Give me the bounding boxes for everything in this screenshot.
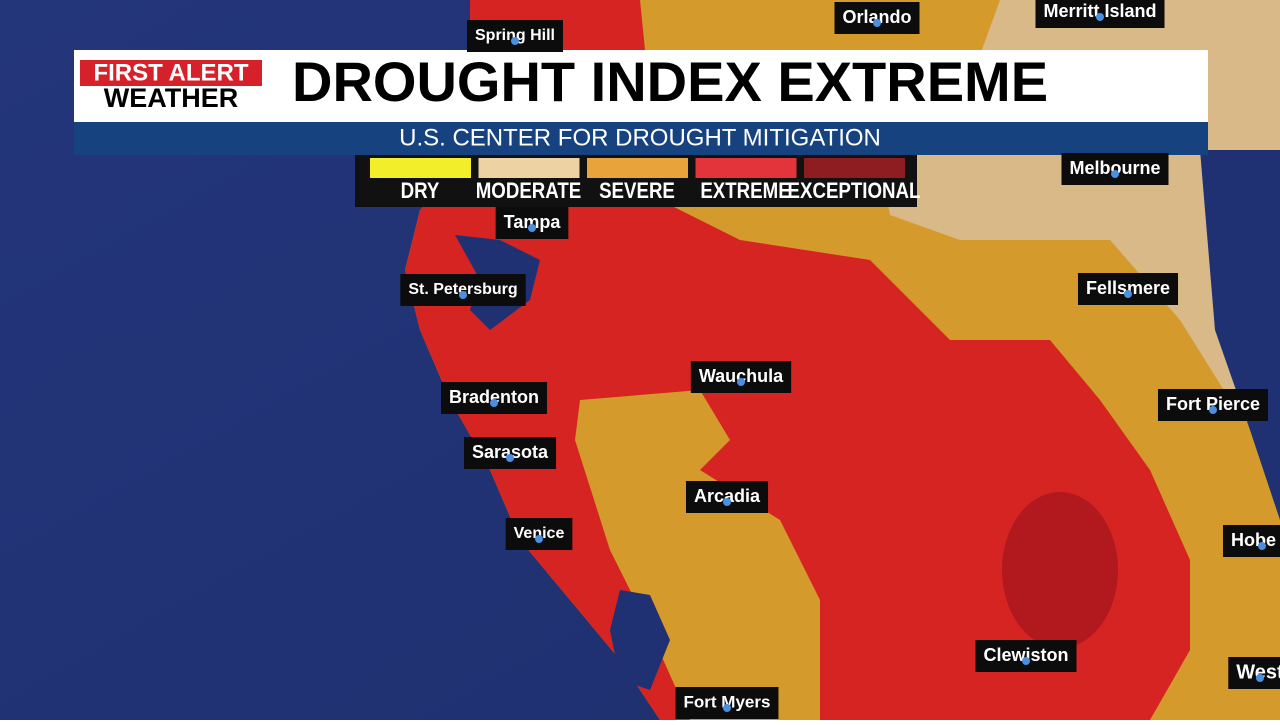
subtitle: U.S. CENTER FOR DROUGHT MITIGATION [399, 124, 881, 151]
legend-label: MODERATE [476, 179, 582, 203]
city-dot [506, 454, 514, 462]
city-label: West [1236, 661, 1280, 683]
legend-swatch [478, 158, 580, 178]
city-dot [511, 37, 519, 45]
city-label-bg [463, 437, 557, 469]
legend-swatch [695, 158, 797, 178]
city-label: Wauchula [699, 366, 784, 386]
city-label: Tampa [504, 212, 562, 232]
city: Fort Pierce [1157, 389, 1269, 421]
city: Tampa [495, 207, 569, 239]
legend-swatch [804, 158, 905, 178]
legend-label: SEVERE [599, 179, 675, 203]
city: Venice [505, 518, 573, 550]
city-label-bg [505, 518, 573, 550]
city-label-bg [467, 20, 563, 52]
logo-line2: WEATHER [104, 83, 239, 113]
city-label-bg [1061, 153, 1169, 185]
city: Merritt Island [1035, 0, 1165, 28]
city-label-bg [685, 481, 769, 513]
city-dot [459, 291, 467, 299]
city-label: Melbourne [1069, 158, 1160, 178]
city-dot [490, 399, 498, 407]
city-dot [737, 378, 745, 386]
city-dot [1209, 406, 1217, 414]
subtitle-bar [74, 122, 1208, 155]
city: Fellsmere [1077, 273, 1179, 305]
city-label: Clewiston [983, 645, 1068, 665]
city-label-bg [1228, 657, 1280, 689]
city: Fort Myers [675, 687, 779, 719]
city-label: Fort Myers [684, 692, 771, 711]
city: Wauchula [690, 361, 792, 393]
city-label: Orlando [842, 7, 911, 27]
charlotte-harbor [610, 590, 670, 690]
city-label: Venice [514, 525, 565, 542]
city-label: Merritt Island [1043, 1, 1156, 21]
atlantic-coast [1200, 150, 1280, 520]
city-dot [1096, 13, 1104, 21]
city-label-bg [1077, 273, 1179, 305]
legend-label: DRY [401, 179, 440, 203]
city: West [1228, 657, 1280, 689]
city: Hobe S [1222, 525, 1280, 557]
city-label-bg [690, 361, 792, 393]
city-label: Hobe S [1231, 530, 1280, 550]
city-labels: Spring Hill Orlando Merritt Island Melbourn… [400, 0, 1280, 719]
city-dot [1124, 290, 1132, 298]
city: Spring Hill [467, 20, 563, 52]
city: Clewiston [975, 640, 1077, 672]
city-label-bg [1222, 525, 1280, 557]
legend-swatch [370, 158, 471, 178]
city: Bradenton [441, 382, 547, 414]
city: Sarasota [463, 437, 557, 469]
city-dot [1258, 542, 1266, 550]
city-label-bg [400, 274, 526, 306]
lake-okeechobee [1002, 492, 1118, 648]
city-dot [1256, 674, 1264, 682]
city-label: Fellsmere [1086, 278, 1170, 298]
legend-label: EXTREME [700, 179, 790, 203]
city-label-bg [441, 382, 547, 414]
city-label: Arcadia [694, 486, 761, 506]
city-label: Bradenton [449, 387, 539, 407]
area-severe-inland [575, 390, 820, 720]
city-dot [723, 498, 731, 506]
logo-box [80, 60, 262, 86]
city: St. Petersburg [400, 274, 526, 306]
title: DROUGHT INDEX EXTREME [292, 50, 1048, 113]
city-dot [1111, 170, 1119, 178]
legend-label: EXCEPTIONAL [788, 179, 921, 203]
header-bar [74, 50, 1208, 122]
city-dot [535, 535, 543, 543]
city-dot [1022, 657, 1030, 665]
city-dot [873, 19, 881, 27]
city: Melbourne [1061, 153, 1169, 185]
city-label: Sarasota [472, 442, 549, 462]
city-label-bg [834, 2, 920, 34]
city-dot [528, 224, 536, 232]
logo-line1: FIRST ALERT [93, 59, 248, 86]
city-dot [723, 704, 731, 712]
city-label: Spring Hill [475, 27, 555, 44]
city-label-bg [975, 640, 1077, 672]
city-label-bg [675, 687, 779, 719]
legend-swatch [587, 158, 688, 178]
city: Orlando [834, 2, 920, 34]
city-label: Fort Pierce [1166, 394, 1260, 414]
city: Arcadia [685, 481, 769, 513]
city-label-bg [1157, 389, 1269, 421]
city-label: St. Petersburg [408, 281, 517, 298]
city-label-bg [495, 207, 569, 239]
